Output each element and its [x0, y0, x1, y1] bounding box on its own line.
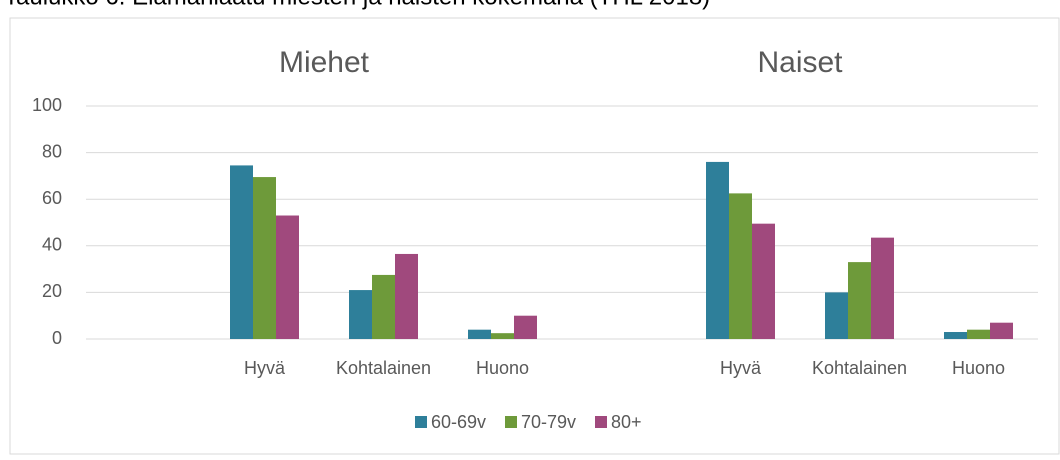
bar — [825, 292, 848, 339]
legend-label: 60-69v — [431, 412, 486, 432]
y-tick-label: 80 — [42, 141, 62, 161]
group-label: Miehet — [279, 46, 370, 79]
legend-label: 70-79v — [521, 412, 576, 432]
chart-title: Taulukko 6. Elämänlaatu miesten ja naist… — [4, 0, 710, 10]
bar — [468, 329, 491, 339]
bar — [395, 253, 418, 339]
bar — [706, 161, 729, 339]
bar — [944, 332, 967, 339]
bar — [372, 274, 395, 339]
x-tick-label: Kohtalainen — [336, 358, 431, 378]
y-tick-label: 0 — [52, 328, 62, 348]
bar — [871, 237, 894, 339]
x-tick-label: Kohtalainen — [812, 358, 907, 378]
bar — [967, 329, 990, 339]
bar — [990, 322, 1013, 339]
x-tick-label: Huono — [952, 358, 1005, 378]
bar — [253, 177, 276, 339]
bar — [514, 315, 537, 339]
x-tick-label: Huono — [476, 358, 529, 378]
y-tick-label: 100 — [32, 95, 62, 115]
bar — [729, 193, 752, 339]
bar — [752, 223, 775, 339]
x-tick-label: Hyvä — [244, 358, 286, 378]
y-tick-label: 40 — [42, 235, 62, 255]
legend-swatch — [415, 416, 427, 428]
bar — [349, 290, 372, 339]
bar — [230, 165, 253, 339]
chart-frame — [9, 17, 1060, 455]
legend-swatch — [505, 416, 517, 428]
bar — [848, 262, 871, 339]
x-tick-label: Hyvä — [720, 358, 762, 378]
y-tick-label: 20 — [42, 281, 62, 301]
legend-label: 80+ — [611, 412, 642, 432]
legend-swatch — [595, 416, 607, 428]
bar — [276, 215, 299, 339]
y-tick-label: 60 — [42, 188, 62, 208]
bar — [491, 333, 514, 339]
group-label: Naiset — [757, 46, 843, 79]
